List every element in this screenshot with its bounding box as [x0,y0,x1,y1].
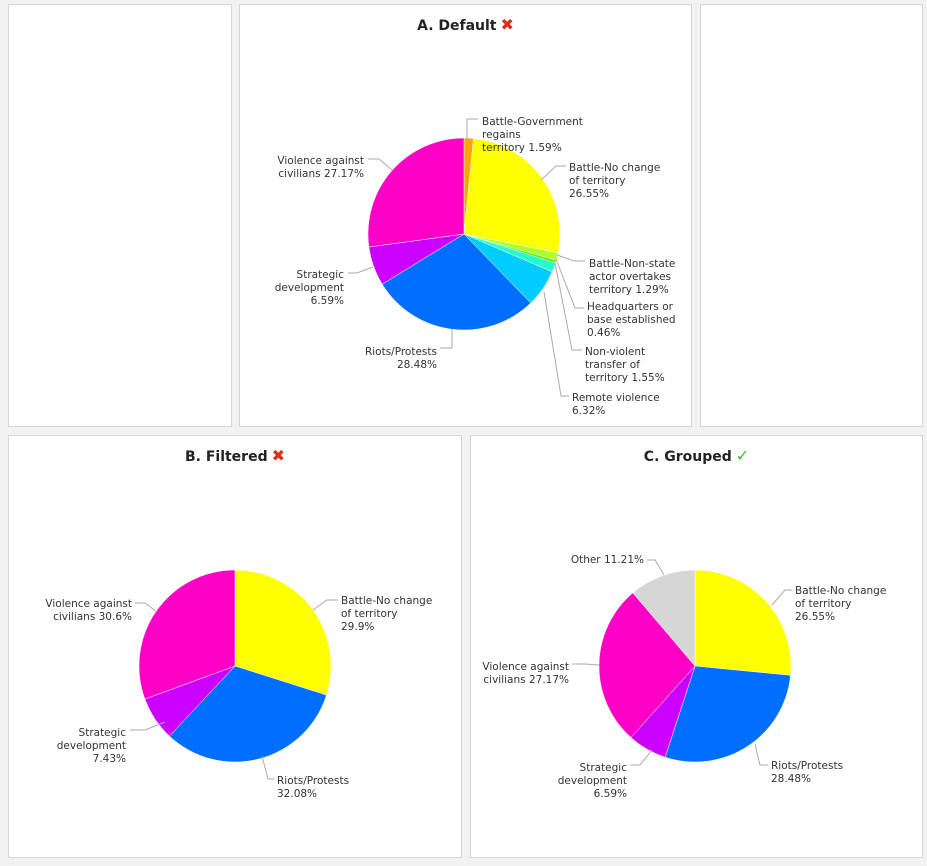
slice-label-line: base established [587,314,676,326]
slice-label-line: Riots/Protests [365,346,437,358]
slice-label-line: 29.9% [341,621,374,633]
leader-line [466,118,478,140]
slice-label-line: 6.59% [594,788,627,800]
slice-label-line: 28.48% [397,359,437,371]
slice-label: Non-violent transfer of territory 1.55% [585,346,665,384]
slice-label: Violence against civilians 27.17% [277,155,364,180]
slice-label: Battle-Non-state actor overtakes territory… [589,258,675,296]
slice-label-line: Riots/Protests [771,760,843,772]
slice-label-line: Battle-No change [569,162,660,174]
slice-label-line: territory 1.29% [589,284,669,296]
slice-label: Battle-No change of territory 26.55% [795,585,886,623]
slice-label: Riots/Protests 28.48% [771,760,843,785]
leader-line [312,599,338,611]
slice-label-line: territory 1.55% [585,372,665,384]
slice-label-line: actor overtakes [589,271,671,283]
pie-slice[interactable] [169,665,327,763]
slice-label-line: of territory [569,175,625,187]
check-icon: ✓ [735,446,750,465]
slice-label-line: Strategic [79,727,127,739]
slice-label-line: of territory [795,598,851,610]
leader-line [261,755,274,780]
slice-label-line: Battle-Non-state [589,258,675,270]
slice-label: Other 11.21% [571,554,644,566]
pie-slice[interactable] [367,137,465,248]
slice-label-line: 6.59% [311,295,344,307]
slice-label-line: Violence against [277,155,364,167]
pie-slice[interactable] [463,138,561,254]
leader-line [368,158,393,171]
pie-slice[interactable] [632,569,696,667]
slice-label-line: development [558,775,627,787]
slice-label-line: Violence against [482,661,569,673]
slice-label-line: Headquarters or [587,301,674,313]
pie-slice[interactable] [694,569,792,676]
leader-line [440,329,453,349]
pie-slice[interactable] [234,569,332,696]
slice-label: Strategic development 6.59% [558,762,627,800]
leader-line [555,258,584,309]
slice-label-line: 26.55% [569,188,609,200]
slice-label-line: 7.43% [93,753,126,765]
slice-label-line: 28.48% [771,773,811,785]
slice-label-line: Battle-No change [341,595,432,607]
chart-title-default: A. Default ✖ [417,15,514,34]
leader-line [754,743,768,766]
chart-title-grouped: C. Grouped ✓ [643,446,750,465]
slice-label-line: Other 11.21% [571,554,644,566]
leader-line [630,749,653,766]
empty-panel-right [700,4,923,427]
leader-line [130,721,166,731]
slice-label: Battle-Government regains territory 1.59% [482,116,583,154]
slice-label-line: development [57,740,126,752]
leader-line [543,291,569,397]
chart-title-filtered: B. Filtered ✖ [184,446,286,465]
slice-label-line: regains [482,129,521,141]
slice-label-line: 0.46% [587,327,620,339]
slice-label-line: Battle-No change [795,585,886,597]
slice-label: Violence against civilians 30.6% [45,598,132,623]
leader-line [540,165,566,181]
slice-label: Battle-No change of territory 26.55% [569,162,660,200]
slice-label-line: Strategic [580,762,628,774]
slice-label-line: Strategic [297,269,345,281]
leader-line [556,254,585,262]
slice-label: Strategic development 6.59% [275,269,344,307]
slice-label-line: of territory [341,608,397,620]
cross-icon: ✖ [271,446,286,465]
leader-line [572,663,600,666]
cross-icon: ✖ [500,15,514,34]
slice-label: Battle-No change of territory 29.9% [341,595,432,633]
slice-label-line: Violence against [45,598,132,610]
slice-label-line: civilians 27.17% [483,674,569,686]
pie-slice[interactable] [598,592,696,738]
slice-label-line: 26.55% [795,611,835,623]
leader-line [771,589,792,606]
slice-label: Headquarters or base established 0.46% [587,301,676,339]
slice-label: Riots/Protests 32.08% [277,775,349,800]
slice-label-line: Riots/Protests [277,775,349,787]
leader-line [348,266,374,274]
slice-label-line: Remote violence [572,392,660,404]
empty-panel-left [8,4,232,427]
slice-label: Violence against civilians 27.17% [482,661,569,686]
leader-line [647,559,665,576]
slice-label-line: civilians 27.17% [278,168,364,180]
pie-slice[interactable] [664,665,791,763]
slice-label-line: development [275,282,344,294]
slice-label: Strategic development 7.43% [57,727,126,765]
slice-label-line: transfer of [585,359,640,371]
leader-line [554,262,582,351]
slice-label-line: territory 1.59% [482,142,562,154]
slice-label-line: 32.08% [277,788,317,800]
slice-label: Riots/Protests 28.48% [365,346,437,371]
slice-label-line: Non-violent [585,346,645,358]
slice-label-line: civilians 30.6% [53,611,132,623]
slice-label: Remote violence 6.32% [572,392,660,417]
leader-line [135,602,158,613]
slice-label-line: 6.32% [572,405,605,417]
slice-label-line: Battle-Government [482,116,583,128]
